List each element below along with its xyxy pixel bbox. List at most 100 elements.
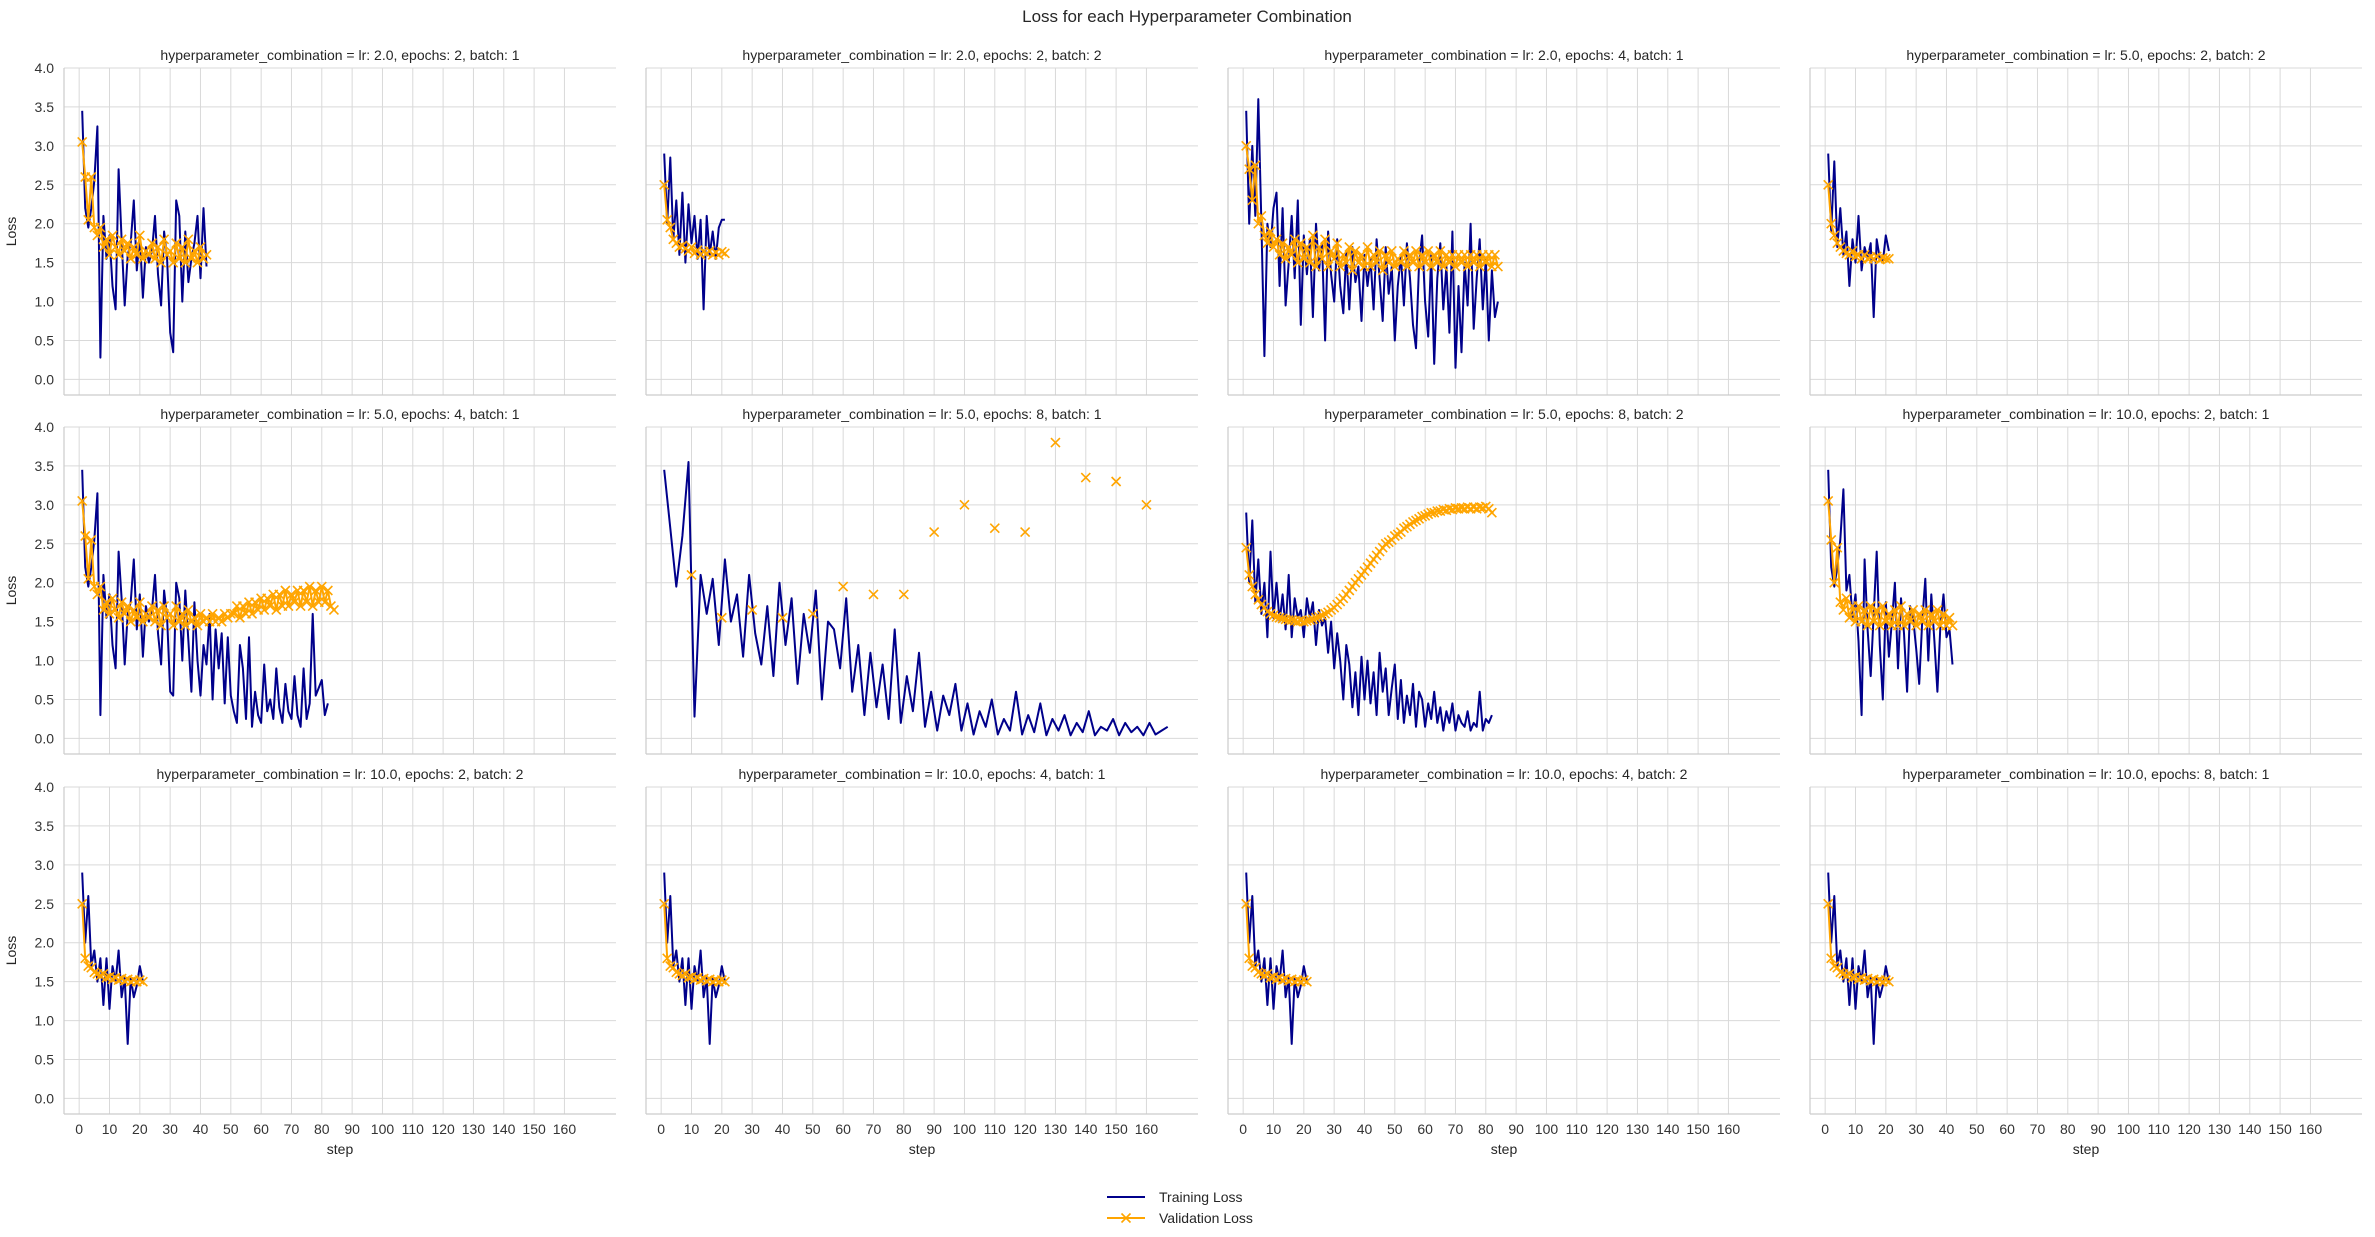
validation-loss-marker bbox=[1856, 616, 1867, 627]
validation-loss-marker bbox=[1905, 616, 1916, 627]
x-tick-label: 30 bbox=[1326, 1121, 1342, 1137]
x-tick-label: 140 bbox=[492, 1121, 516, 1137]
validation-loss-marker bbox=[131, 612, 142, 623]
validation-loss-marker bbox=[1244, 569, 1255, 580]
validation-loss-marker bbox=[83, 573, 94, 584]
validation-loss-marker bbox=[107, 593, 118, 604]
validation-loss-marker bbox=[77, 898, 88, 909]
facet-panel: hyperparameter_combination = lr: 5.0, ep… bbox=[1809, 47, 2362, 396]
validation-loss-marker bbox=[225, 608, 236, 619]
validation-loss-marker bbox=[134, 597, 145, 608]
validation-loss-marker bbox=[1371, 257, 1382, 268]
y-tick-label: 0.5 bbox=[35, 692, 55, 708]
validation-loss-marker bbox=[328, 604, 339, 616]
validation-loss-marker bbox=[1301, 976, 1312, 987]
validation-loss-marker bbox=[1468, 257, 1479, 268]
y-tick-label: 1.0 bbox=[35, 653, 55, 669]
facet-title: hyperparameter_combination = lr: 10.0, e… bbox=[1903, 406, 2270, 422]
validation-loss-marker bbox=[1259, 230, 1270, 241]
validation-loss-marker bbox=[180, 620, 191, 631]
validation-loss-marker bbox=[1410, 515, 1422, 526]
y-axis-label: Loss bbox=[3, 936, 19, 966]
validation-loss-marker bbox=[1432, 257, 1443, 268]
y-tick-label: 2.5 bbox=[35, 896, 55, 912]
validation-loss-marker bbox=[110, 242, 121, 253]
validation-loss-marker bbox=[1435, 245, 1446, 257]
validation-loss-marker bbox=[1450, 261, 1461, 272]
x-tick-label: 150 bbox=[1686, 1121, 1710, 1137]
validation-loss-marker bbox=[1310, 612, 1322, 623]
validation-loss-marker bbox=[1307, 614, 1318, 625]
validation-loss-marker bbox=[1347, 265, 1358, 276]
x-tick-label: 0 bbox=[1821, 1121, 1829, 1137]
validation-loss-marker bbox=[1859, 604, 1870, 616]
validation-loss-marker bbox=[1335, 261, 1346, 272]
validation-loss-marker bbox=[174, 253, 185, 264]
validation-loss-marker bbox=[322, 585, 333, 596]
validation-loss-marker bbox=[1298, 616, 1309, 627]
validation-loss-marker bbox=[83, 214, 94, 225]
facet-panel: hyperparameter_combination = lr: 10.0, e… bbox=[1809, 406, 2362, 755]
x-tick-label: 100 bbox=[1535, 1121, 1559, 1137]
x-tick-label: 110 bbox=[984, 1121, 1007, 1137]
validation-loss-marker bbox=[134, 975, 145, 986]
validation-loss-marker bbox=[1265, 972, 1276, 983]
validation-loss-marker bbox=[1474, 261, 1485, 272]
facet-panel: hyperparameter_combination = lr: 2.0, ep… bbox=[1227, 47, 1780, 396]
validation-loss-marker bbox=[1247, 195, 1258, 206]
validation-loss-marker bbox=[1277, 238, 1288, 249]
validation-loss-marker bbox=[1304, 257, 1315, 268]
validation-loss-marker bbox=[868, 589, 879, 600]
validation-loss-marker bbox=[1429, 507, 1440, 518]
validation-loss-marker bbox=[1926, 608, 1937, 619]
legend-validation-label: Validation Loss bbox=[1159, 1210, 1253, 1226]
validation-loss-marker bbox=[1417, 511, 1428, 522]
validation-loss-marker bbox=[189, 245, 200, 257]
validation-loss-marker bbox=[319, 597, 330, 608]
x-axis-label: step bbox=[1491, 1141, 1518, 1157]
validation-loss-marker bbox=[274, 589, 285, 600]
validation-loss-marker bbox=[107, 230, 118, 241]
y-tick-label: 0.5 bbox=[35, 333, 55, 349]
x-tick-label: 50 bbox=[1387, 1121, 1403, 1137]
y-tick-label: 4.0 bbox=[35, 60, 55, 76]
validation-loss-marker bbox=[137, 616, 148, 627]
validation-loss-marker bbox=[137, 253, 148, 264]
validation-loss-marker bbox=[174, 616, 185, 627]
validation-loss-marker bbox=[298, 585, 309, 596]
x-tick-label: 10 bbox=[1266, 1121, 1282, 1137]
validation-loss-marker bbox=[838, 581, 849, 592]
validation-loss-marker bbox=[692, 245, 703, 256]
validation-loss-marker bbox=[662, 953, 673, 964]
facet-title: hyperparameter_combination = lr: 2.0, ep… bbox=[742, 47, 1101, 63]
x-tick-label: 50 bbox=[805, 1121, 821, 1137]
validation-loss-marker bbox=[1880, 253, 1891, 264]
legend: Training Loss Validation Loss bbox=[1107, 1189, 1253, 1226]
validation-loss-marker bbox=[1310, 261, 1322, 272]
validation-loss-marker bbox=[116, 597, 127, 608]
y-tick-label: 3.0 bbox=[35, 138, 55, 154]
validation-loss-marker bbox=[1489, 249, 1500, 260]
validation-loss-marker bbox=[104, 249, 115, 260]
validation-loss-marker bbox=[1283, 242, 1294, 253]
y-tick-label: 1.5 bbox=[35, 974, 55, 990]
validation-loss-marker bbox=[125, 253, 136, 264]
validation-loss-marker bbox=[1880, 616, 1891, 627]
validation-loss-marker bbox=[777, 612, 788, 623]
validation-loss-marker bbox=[143, 249, 154, 260]
validation-loss-marker bbox=[195, 608, 206, 619]
validation-loss-marker bbox=[1307, 230, 1318, 241]
facet-title: hyperparameter_combination = lr: 5.0, ep… bbox=[742, 406, 1101, 422]
x-tick-label: 110 bbox=[2148, 1121, 2171, 1137]
chart-title: Loss for each Hyperparameter Combination bbox=[1022, 7, 1352, 26]
validation-loss-marker bbox=[1874, 620, 1885, 631]
validation-loss-marker bbox=[1301, 242, 1312, 253]
validation-loss-marker bbox=[101, 234, 112, 245]
validation-loss-marker bbox=[1850, 251, 1861, 262]
validation-loss-marker bbox=[1253, 967, 1264, 978]
validation-loss-marker bbox=[237, 601, 249, 612]
validation-loss-marker bbox=[119, 245, 130, 257]
y-tick-label: 0.0 bbox=[35, 730, 55, 746]
validation-loss-marker bbox=[180, 257, 191, 268]
